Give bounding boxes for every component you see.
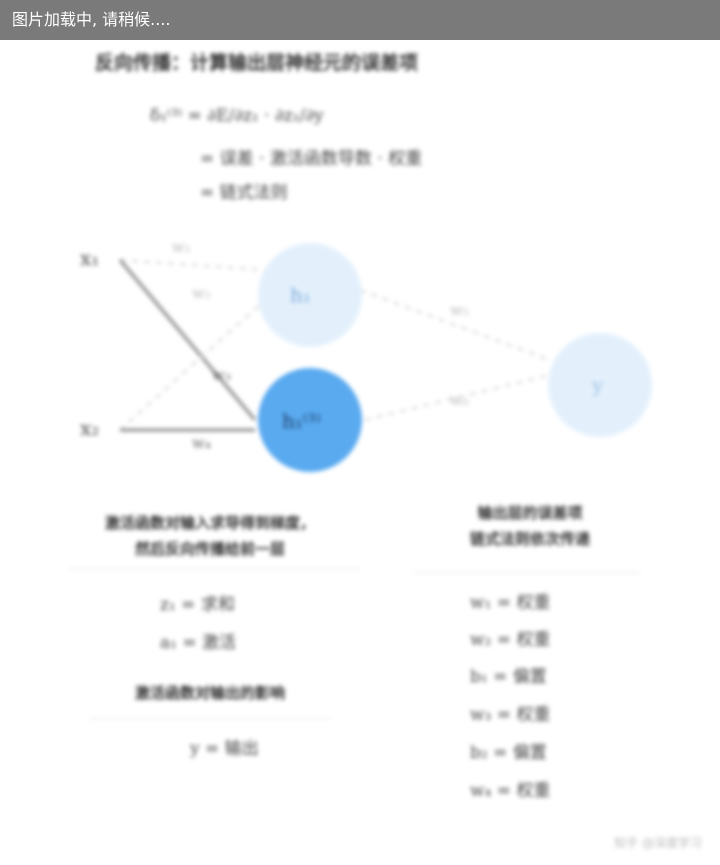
node-h2-label: h₁⁽³⁾ — [282, 409, 321, 433]
right-eq-4: w₃ = 权重 — [470, 705, 551, 725]
node-h2 — [258, 368, 362, 472]
blurred-image: 反向传播：计算输出层神经元的误差项 δ₁⁽³⁾ = ∂E/∂z₁ · ∂z₁/∂… — [0, 40, 720, 865]
edge-label-w6: w₆ — [450, 391, 469, 409]
right-eq-5: b₂ = 偏置 — [470, 743, 547, 763]
edge-label-w3: w₃ — [212, 366, 231, 384]
watermark: 知乎 @深度学习 — [614, 836, 702, 850]
page-title: 反向传播：计算输出层神经元的误差项 — [95, 52, 419, 74]
node-h1-label: h₁ — [290, 283, 311, 307]
edge-x1-h1 — [119, 259, 266, 271]
left-section-heading: 激活函数对输入求导得到梯度， 然后反向传播给前一层 — [55, 510, 365, 562]
node-x2-label: x₂ — [80, 416, 99, 440]
formula-line-1: δ₁⁽³⁾ = ∂E/∂z₁ · ∂z₁/∂y — [150, 106, 324, 126]
node-out-label: y — [591, 373, 604, 397]
edge-label-w1: w₁ — [172, 238, 191, 256]
edge-x1-h2 — [118, 259, 257, 421]
left-eq-1: z₁ = 求和 — [160, 595, 235, 615]
edge-x2-h1 — [119, 299, 266, 431]
left-section-heading-2: 激活函数对输出的影响 — [134, 684, 285, 702]
right-divider — [415, 572, 640, 573]
loading-bar: 图片加载中, 请稍候.... — [0, 0, 720, 40]
right-heading-line-1: 输出层的误差项 — [477, 504, 583, 522]
left-divider-2 — [90, 718, 330, 719]
edge-h2-out — [364, 374, 551, 421]
edge-h1-out — [359, 289, 551, 361]
right-eq-1: w₁ = 权重 — [470, 593, 551, 613]
edge-label-w2: w₂ — [192, 284, 211, 302]
left-divider-1 — [70, 568, 360, 569]
edge-label-w4: w₄ — [192, 434, 211, 452]
left-heading-line-1: 激活函数对输入求导得到梯度， — [104, 514, 315, 532]
right-eq-6: w₄ = 权重 — [470, 781, 551, 801]
formula-line-2: = 误差 · 激活函数导数 · 权重 — [200, 149, 423, 169]
right-heading-line-2: 链式法则依次传递 — [469, 530, 590, 548]
node-out — [548, 333, 652, 437]
left-eq-final: y = 输出 — [190, 739, 259, 759]
right-section-heading: 输出层的误差项 链式法则依次传递 — [410, 500, 650, 552]
node-x1-label: x₁ — [80, 246, 99, 270]
left-eq-2: a₁ = 激活 — [160, 633, 237, 653]
loading-text: 图片加载中, 请稍候.... — [12, 10, 171, 29]
network-diagram: x₁ x₂ h₁ h₁⁽³⁾ y w₁ w₂ w₃ w₄ w₅ w₆ — [80, 238, 652, 472]
formula-line-3: = 链式法则 — [200, 183, 288, 203]
left-heading-line-2: 然后反向传播给前一层 — [134, 540, 285, 558]
edge-label-w5: w₅ — [450, 301, 469, 319]
right-eq-2: w₂ = 权重 — [470, 630, 551, 650]
node-h1 — [258, 243, 362, 347]
right-eq-3: b₁ = 偏置 — [470, 667, 547, 687]
